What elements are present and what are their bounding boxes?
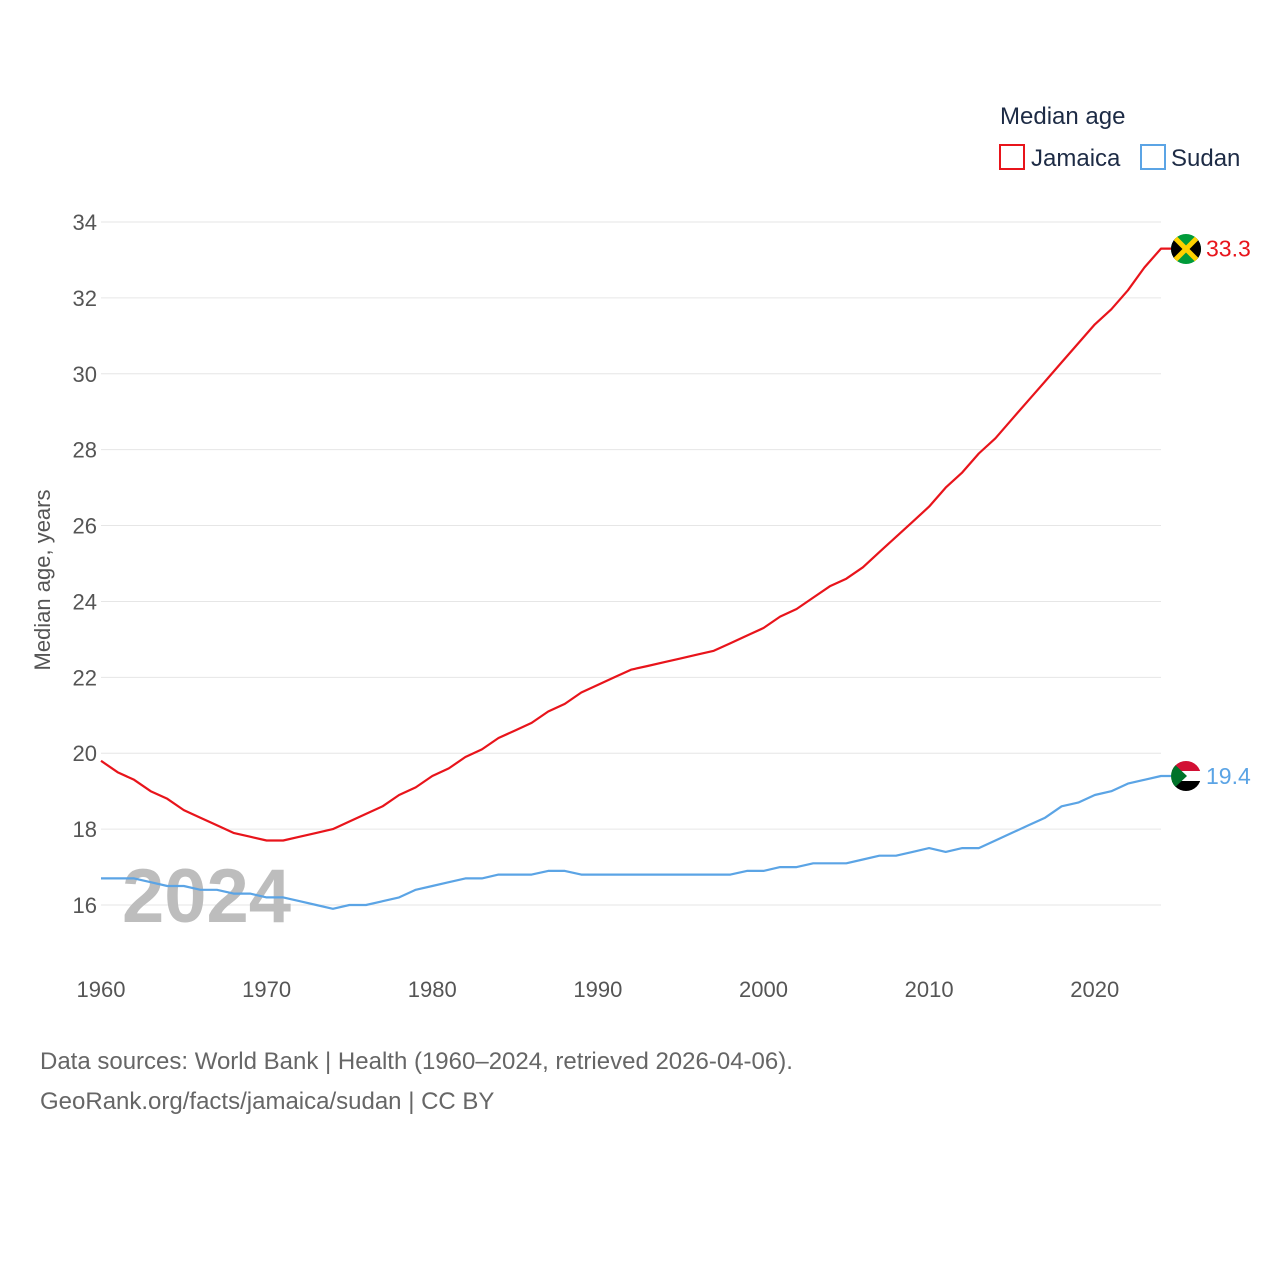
y-tick-label: 16 (73, 893, 97, 918)
legend-swatch-sudan (1140, 144, 1166, 170)
x-tick-label: 1970 (242, 977, 291, 1002)
y-axis-label: Median age, years (30, 490, 55, 671)
y-tick-label: 18 (73, 817, 97, 842)
source-line: Data sources: World Bank | Health (1960–… (40, 1048, 793, 1075)
legend-label-sudan: Sudan (1171, 145, 1240, 172)
y-tick-label: 22 (73, 665, 97, 690)
legend-title: Median age (1000, 103, 1125, 130)
end-labels: 33.3 19.4 (1206, 236, 1251, 789)
legend-item-sudan[interactable]: Sudan (1140, 144, 1240, 172)
y-tick-label: 32 (73, 286, 97, 311)
x-tick-label: 1960 (77, 977, 126, 1002)
x-tick-label: 2000 (739, 977, 788, 1002)
y-axis-ticks: 16 18 20 22 24 26 28 30 32 34 (73, 210, 97, 918)
end-label-jamaica: 33.3 (1206, 236, 1251, 262)
line-chart: 16 18 20 22 24 26 28 30 32 34 1960 1970 1980 1990 200… (30, 103, 1251, 1002)
legend[interactable]: Median age Jamaica Sudan (999, 103, 1240, 172)
series-line-sudan[interactable] (101, 774, 1171, 910)
x-tick-label: 1990 (573, 977, 622, 1002)
series-line-jamaica[interactable] (100, 247, 1171, 842)
x-axis-ticks: 1960 1970 1980 1990 2000 2010 2020 (77, 977, 1120, 1002)
y-tick-label: 20 (73, 741, 97, 766)
source-link[interactable]: GeoRank.org/facts/jamaica/sudan | CC BY (40, 1088, 495, 1115)
legend-label-jamaica: Jamaica (1031, 145, 1121, 172)
x-tick-label: 1980 (408, 977, 457, 1002)
legend-swatch-jamaica (999, 144, 1025, 170)
y-tick-label: 24 (73, 589, 97, 614)
source-footer: Data sources: World Bank | Health (1960–… (40, 1042, 793, 1122)
series-lines (100, 247, 1171, 910)
end-label-sudan: 19.4 (1206, 763, 1251, 789)
x-tick-label: 2010 (905, 977, 954, 1002)
legend-item-jamaica[interactable]: Jamaica (999, 144, 1121, 172)
sudan-flag-icon (1171, 761, 1201, 791)
y-tick-label: 34 (73, 210, 97, 235)
y-tick-label: 26 (73, 514, 97, 539)
y-tick-label: 30 (73, 362, 97, 387)
x-tick-label: 2020 (1070, 977, 1119, 1002)
y-tick-label: 28 (73, 438, 97, 463)
jamaica-flag-icon (1171, 234, 1201, 264)
gridlines (101, 221, 1161, 906)
